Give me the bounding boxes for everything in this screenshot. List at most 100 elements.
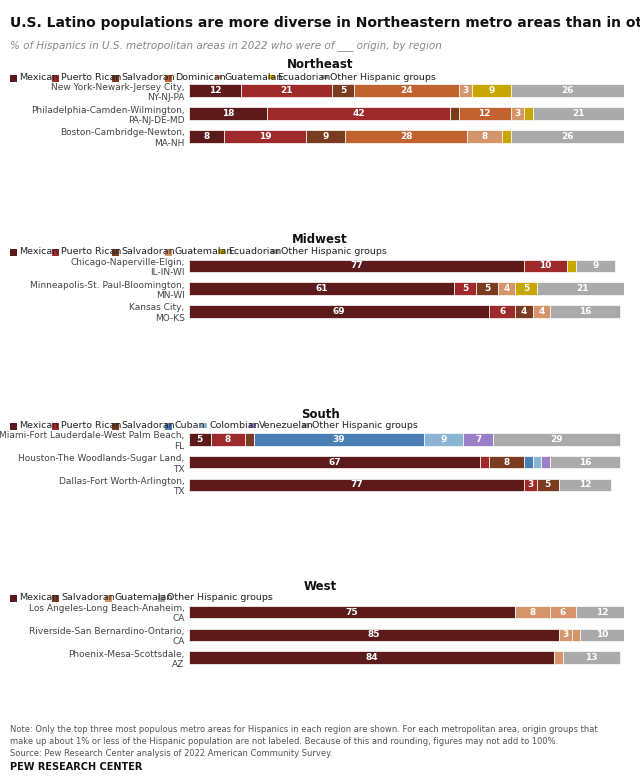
Bar [332,85,354,97]
Text: Other Hispanic groups: Other Hispanic groups [330,73,436,82]
Text: Puerto Rican: Puerto Rican [61,73,122,82]
Text: Mexican: Mexican [19,421,58,430]
Bar [537,478,559,491]
Bar [189,85,241,97]
Bar [241,85,332,97]
Text: Venezuelan: Venezuelan [259,421,314,430]
Text: 67: 67 [328,457,341,467]
Text: Ecuadorian: Ecuadorian [277,73,331,82]
Text: U.S. Latino populations are more diverse in Northeastern metro areas than in oth: U.S. Latino populations are more diverse… [10,16,640,30]
Bar [189,260,524,272]
Bar [524,456,532,468]
Bar [463,433,493,446]
Text: 16: 16 [579,457,591,467]
Bar [572,629,580,641]
Text: Dominican: Dominican [175,73,225,82]
Bar [524,260,568,272]
Text: 19: 19 [259,132,271,141]
Text: Other Hispanic groups: Other Hispanic groups [168,593,273,602]
Bar [550,606,576,619]
Bar [511,107,524,120]
Text: 10: 10 [596,630,609,640]
Bar [354,85,459,97]
Text: 4: 4 [538,307,545,316]
Bar [189,107,267,120]
Text: 29: 29 [550,435,563,443]
Text: 9: 9 [488,86,495,95]
Bar [550,456,620,468]
Text: 12: 12 [579,481,591,489]
Bar [245,433,254,446]
Bar [189,282,454,295]
Bar [481,456,489,468]
Text: 4: 4 [503,284,509,293]
Text: Guatemalan: Guatemalan [224,73,283,82]
Bar [515,282,537,295]
Text: Mexican: Mexican [19,593,58,602]
Text: 8: 8 [225,435,231,443]
Text: 8: 8 [504,457,509,467]
Text: 12: 12 [209,86,221,95]
Text: 3: 3 [515,109,520,118]
Text: 9: 9 [440,435,447,443]
Text: Cuban: Cuban [175,421,205,430]
Text: 21: 21 [280,86,293,95]
Text: 5: 5 [196,435,203,443]
Text: 26: 26 [561,132,573,141]
Text: 5: 5 [340,86,346,95]
Bar [211,433,245,446]
Text: 85: 85 [367,630,380,640]
Bar [576,606,628,619]
Text: 3: 3 [527,481,534,489]
Bar [559,478,611,491]
Text: 21: 21 [577,284,589,293]
Text: % of Hispanics in U.S. metropolitan areas in 2022 who were of ___ origin, by reg: % of Hispanics in U.S. metropolitan area… [10,40,442,51]
Text: 12: 12 [479,109,491,118]
Bar [189,629,559,641]
Text: 5: 5 [523,284,529,293]
Text: South: South [301,408,339,421]
Text: 28: 28 [400,132,413,141]
Text: Salvadoran: Salvadoran [122,421,175,430]
Bar [459,85,472,97]
Text: PEW RESEARCH CENTER: PEW RESEARCH CENTER [10,762,142,773]
Bar [189,130,223,142]
Text: 7: 7 [475,435,481,443]
Text: 69: 69 [333,307,345,316]
Bar [580,629,624,641]
Text: Colombian: Colombian [209,421,260,430]
Text: 9: 9 [593,261,599,270]
Text: Salvadoran: Salvadoran [122,247,175,256]
Text: Mexican: Mexican [19,73,58,82]
Text: Mexican: Mexican [19,247,58,256]
Text: 18: 18 [221,109,234,118]
Bar [450,107,459,120]
Bar [189,433,211,446]
Text: Guatemalan: Guatemalan [115,593,173,602]
Bar [346,130,467,142]
Text: 8: 8 [529,608,536,616]
Text: Guatemalan: Guatemalan [175,247,233,256]
Text: 10: 10 [540,261,552,270]
Bar [568,260,576,272]
Text: West: West [303,580,337,593]
Bar [550,305,620,317]
Bar [532,305,550,317]
Text: 5: 5 [545,481,551,489]
Text: Puerto Rican: Puerto Rican [61,421,122,430]
Bar [511,130,624,142]
Bar [189,651,554,664]
Bar [424,433,463,446]
Bar [524,478,537,491]
Bar [576,260,615,272]
Bar [489,456,524,468]
Text: 61: 61 [316,284,328,293]
Text: 4: 4 [521,307,527,316]
Bar [554,651,563,664]
Text: Other Hispanic groups: Other Hispanic groups [281,247,387,256]
Bar [524,107,532,120]
Text: 26: 26 [561,86,573,95]
Bar [563,651,620,664]
Text: Midwest: Midwest [292,233,348,247]
Text: 75: 75 [346,608,358,616]
